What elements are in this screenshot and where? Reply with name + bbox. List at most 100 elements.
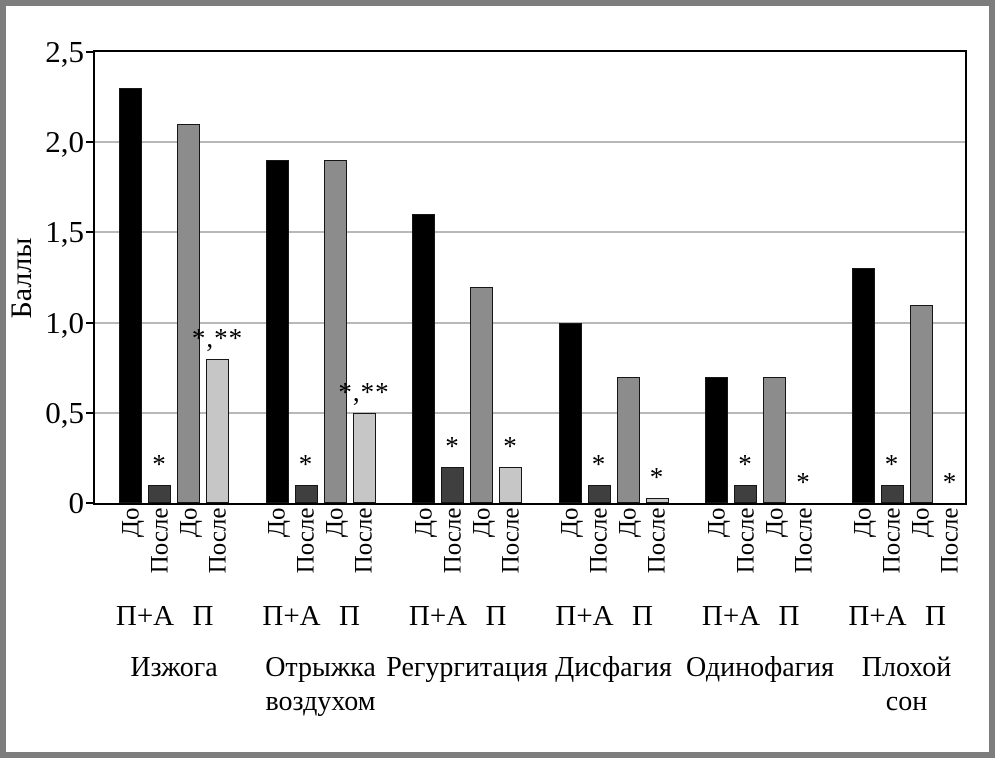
gridline-0.5 — [95, 411, 965, 414]
x-tick-label: После — [878, 507, 906, 574]
x-tick-label: До — [468, 507, 495, 538]
pair-label-П: П — [925, 600, 946, 632]
category-label-line: Дисфагия — [555, 652, 672, 683]
significance-marker: * — [796, 467, 811, 497]
x-tick-label: После — [732, 507, 759, 574]
category-label-Изжога: Изжога — [79, 651, 269, 685]
x-tick-label: До — [175, 507, 202, 538]
pair-label-П+А: П+А — [115, 600, 175, 632]
category-label-Плохой сон: Плохой сон — [812, 651, 995, 719]
category-label-Отрыжка воздухом: Отрыжка воздухом — [226, 651, 416, 719]
x-tick-label: После — [350, 507, 378, 574]
bar-Одинофагия-П+А-После — [734, 485, 757, 503]
x-tick-label: До — [556, 507, 584, 538]
bar-Отрыжка воздухом-П-После — [352, 413, 376, 503]
y-tick-mark — [86, 321, 95, 324]
x-tick-label: После — [790, 507, 817, 574]
bar-Дисфагия-П+А-До — [558, 323, 582, 503]
x-tick-label: До — [263, 507, 291, 538]
pair-label-П: П — [778, 600, 800, 632]
bar-Отрыжка воздухом-П-До — [323, 160, 347, 503]
gridline-1.5 — [95, 231, 965, 234]
bar-Дисфагия-П+А-После — [587, 485, 611, 503]
bar-Одинофагия-П-До — [763, 377, 786, 503]
category-label-line: Отрыжка — [265, 652, 376, 683]
bar-Изжога-П+А-После — [148, 485, 171, 503]
y-tick-mark — [86, 231, 95, 234]
significance-marker: * — [152, 449, 167, 479]
y-tick-label: 1,5 — [45, 214, 84, 250]
x-tick-label: До — [117, 507, 144, 538]
category-label-line: сон — [885, 686, 928, 717]
pair-label-П: П — [632, 600, 653, 632]
x-tick-label: До — [321, 507, 349, 538]
significance-marker: * — [503, 431, 518, 461]
y-tick-mark — [86, 411, 95, 414]
plot-area — [95, 52, 965, 503]
category-label-Дисфагия: Дисфагия — [519, 651, 709, 685]
x-tick-label: После — [292, 507, 320, 574]
category-label-line: Регургитация — [386, 652, 548, 683]
bar-Регургитация-П-До — [470, 287, 493, 503]
category-label-line: Плохой — [861, 652, 952, 683]
significance-marker: * — [445, 431, 460, 461]
x-tick-label: После — [497, 507, 524, 574]
gridline-1 — [95, 321, 965, 324]
x-tick-label: До — [849, 507, 877, 538]
category-label-line: воздухом — [265, 686, 376, 717]
bar-Регургитация-П+А-До — [412, 214, 435, 503]
bar-Регургитация-П-После — [499, 467, 522, 503]
significance-marker: * — [649, 462, 665, 492]
y-tick-label: 1,0 — [45, 304, 84, 340]
y-tick-label: 0 — [68, 485, 85, 520]
pair-label-П+А: П+А — [262, 600, 321, 632]
y-tick-mark — [86, 51, 95, 53]
x-tick-label: После — [146, 507, 173, 574]
bar-Дисфагия-П-После — [645, 498, 669, 503]
x-tick-label: После — [439, 507, 466, 574]
category-label-Регургитация: Регургитация — [372, 651, 562, 685]
category-label-Одинофагия: Одинофагия — [665, 651, 855, 685]
x-tick-label: До — [410, 507, 437, 538]
significance-marker: * — [591, 449, 607, 479]
bar-Плохой сон-П+А-После — [880, 485, 904, 503]
significance-marker: * — [942, 467, 958, 497]
y-tick-label: 2,5 — [45, 34, 84, 69]
bar-Плохой сон-П+А-До — [851, 268, 875, 503]
pair-label-П+А: П+А — [555, 600, 614, 632]
bar-Изжога-П-После — [206, 359, 229, 503]
y-tick-label: 2,0 — [45, 124, 84, 160]
bar-Одинофагия-П+А-До — [705, 377, 728, 503]
x-tick-label: После — [936, 507, 964, 574]
x-tick-label: До — [761, 507, 788, 538]
bar-Отрыжка воздухом-П+А-После — [294, 485, 318, 503]
pair-label-П: П — [339, 600, 360, 632]
significance-marker: *,** — [191, 323, 244, 353]
gridline-2 — [95, 141, 965, 144]
pair-label-П: П — [485, 600, 507, 632]
x-tick-label: До — [614, 507, 642, 538]
bar-Регургитация-П+А-После — [441, 467, 464, 503]
y-tick-mark — [86, 141, 95, 144]
x-tick-label: После — [643, 507, 671, 574]
bar-Отрыжка воздухом-П+А-До — [265, 160, 289, 503]
y-tick-mark — [86, 502, 95, 504]
pair-label-П+А: П+А — [408, 600, 468, 632]
bar-Плохой сон-П-До — [909, 305, 933, 503]
significance-marker: * — [298, 449, 314, 479]
pair-label-П+А: П+А — [701, 600, 761, 632]
y-tick-label: 0,5 — [45, 394, 84, 430]
x-tick-label: После — [585, 507, 613, 574]
significance-marker: * — [884, 449, 900, 479]
bar-Изжога-П-До — [177, 124, 200, 503]
significance-marker: * — [738, 449, 753, 479]
x-tick-label: До — [907, 507, 935, 538]
bar-Дисфагия-П-До — [616, 377, 640, 503]
category-label-line: Изжога — [130, 652, 218, 683]
x-tick-label: После — [204, 507, 231, 574]
pair-label-П: П — [192, 600, 214, 632]
category-label-line: Одинофагия — [686, 652, 834, 683]
significance-marker: *,** — [338, 377, 390, 407]
pair-label-П+А: П+А — [848, 600, 907, 632]
